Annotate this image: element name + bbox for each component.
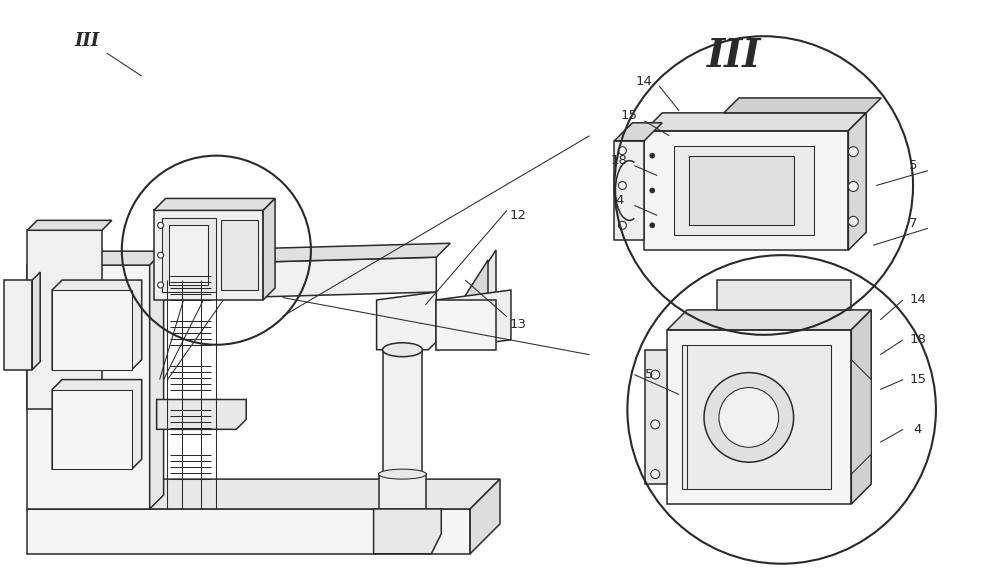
Text: III: III bbox=[74, 32, 100, 50]
Polygon shape bbox=[221, 221, 258, 290]
Polygon shape bbox=[32, 272, 40, 370]
Polygon shape bbox=[667, 330, 851, 504]
Polygon shape bbox=[154, 211, 263, 300]
Circle shape bbox=[618, 147, 626, 154]
Polygon shape bbox=[851, 310, 871, 504]
Circle shape bbox=[651, 470, 660, 479]
Polygon shape bbox=[645, 350, 667, 484]
Text: 14: 14 bbox=[910, 294, 926, 307]
Bar bbox=[169, 225, 208, 285]
Circle shape bbox=[704, 373, 794, 462]
Polygon shape bbox=[848, 113, 866, 250]
Polygon shape bbox=[374, 509, 441, 554]
Polygon shape bbox=[27, 479, 500, 509]
Text: 5: 5 bbox=[645, 368, 654, 381]
Polygon shape bbox=[52, 380, 142, 469]
Circle shape bbox=[158, 282, 164, 288]
Text: 12: 12 bbox=[510, 209, 527, 222]
Text: 18: 18 bbox=[910, 333, 926, 346]
Polygon shape bbox=[614, 141, 644, 240]
Circle shape bbox=[650, 188, 655, 193]
Polygon shape bbox=[27, 221, 112, 230]
Polygon shape bbox=[724, 98, 881, 113]
Polygon shape bbox=[442, 260, 488, 332]
Text: 4: 4 bbox=[615, 194, 624, 207]
Circle shape bbox=[650, 223, 655, 228]
Text: 4: 4 bbox=[914, 423, 922, 436]
Circle shape bbox=[651, 420, 660, 429]
Bar bbox=[162, 218, 216, 292]
Circle shape bbox=[848, 181, 858, 191]
Polygon shape bbox=[667, 310, 871, 330]
Bar bbox=[682, 345, 831, 489]
Polygon shape bbox=[644, 131, 848, 250]
Bar bbox=[674, 146, 814, 235]
Polygon shape bbox=[436, 300, 496, 350]
Polygon shape bbox=[470, 479, 500, 554]
Polygon shape bbox=[157, 400, 246, 429]
Circle shape bbox=[848, 216, 858, 226]
Polygon shape bbox=[52, 390, 132, 469]
Polygon shape bbox=[52, 290, 132, 370]
Circle shape bbox=[848, 147, 858, 157]
Polygon shape bbox=[644, 113, 866, 131]
Circle shape bbox=[650, 153, 655, 158]
Text: 14: 14 bbox=[636, 74, 653, 88]
Text: III: III bbox=[707, 37, 761, 75]
Polygon shape bbox=[436, 250, 496, 342]
Text: 7: 7 bbox=[909, 217, 917, 230]
Bar bbox=[689, 156, 794, 225]
Circle shape bbox=[618, 181, 626, 190]
Polygon shape bbox=[154, 198, 275, 211]
Polygon shape bbox=[614, 123, 662, 141]
Text: 13: 13 bbox=[510, 318, 527, 331]
Polygon shape bbox=[150, 251, 164, 509]
Polygon shape bbox=[379, 474, 426, 509]
Circle shape bbox=[158, 252, 164, 258]
Ellipse shape bbox=[379, 469, 426, 479]
Polygon shape bbox=[851, 360, 871, 474]
Circle shape bbox=[618, 221, 626, 229]
Polygon shape bbox=[52, 280, 142, 370]
Polygon shape bbox=[383, 350, 422, 474]
Polygon shape bbox=[150, 257, 436, 300]
Polygon shape bbox=[4, 280, 32, 370]
Ellipse shape bbox=[383, 343, 422, 357]
Circle shape bbox=[719, 387, 779, 448]
Text: 18: 18 bbox=[611, 154, 628, 167]
Polygon shape bbox=[27, 230, 102, 410]
Circle shape bbox=[651, 370, 660, 379]
Text: 15: 15 bbox=[621, 109, 638, 122]
Polygon shape bbox=[436, 290, 511, 350]
Polygon shape bbox=[27, 251, 164, 265]
Polygon shape bbox=[717, 280, 851, 310]
Polygon shape bbox=[263, 198, 275, 300]
Polygon shape bbox=[27, 265, 150, 509]
Circle shape bbox=[158, 222, 164, 228]
Polygon shape bbox=[150, 243, 450, 265]
Polygon shape bbox=[377, 292, 436, 350]
Text: 15: 15 bbox=[910, 373, 927, 386]
Text: 5: 5 bbox=[909, 159, 917, 172]
Polygon shape bbox=[27, 509, 470, 554]
